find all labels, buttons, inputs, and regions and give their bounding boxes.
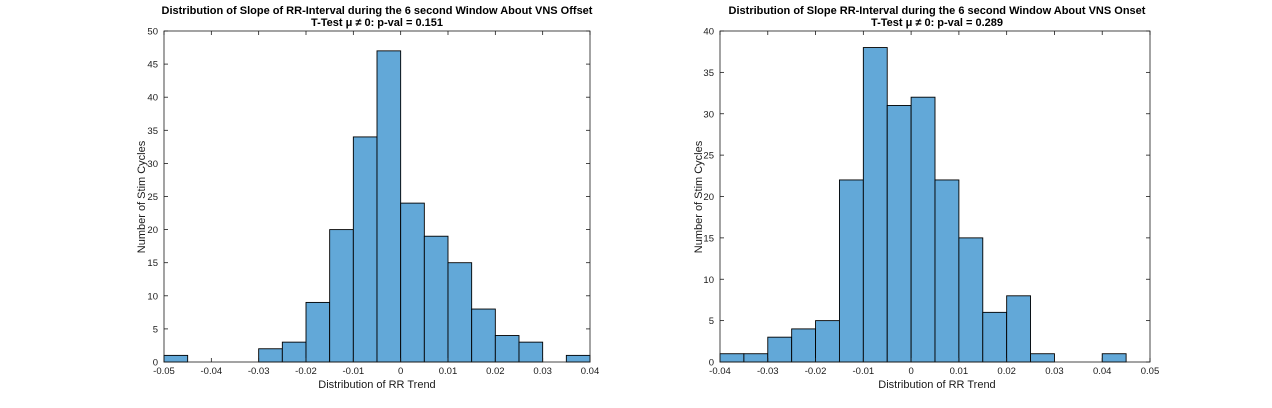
histogram-bar — [1006, 295, 1032, 363]
histogram-bar — [910, 96, 936, 363]
x-tick-label: -0.04 — [201, 366, 223, 377]
x-tick-label: 0.03 — [1045, 366, 1064, 377]
chart-2-title: Distribution of Slope RR-Interval during… — [729, 5, 1146, 17]
histogram-bar — [447, 262, 473, 363]
histogram-bar — [934, 179, 960, 363]
histogram-bar — [565, 354, 591, 363]
histogram-bar — [423, 235, 449, 363]
y-tick-label: 35 — [703, 68, 714, 79]
x-tick-label: -0.02 — [295, 366, 317, 377]
histogram-bar — [281, 341, 307, 363]
x-tick-label: 0.03 — [533, 366, 552, 377]
y-tick-label: 40 — [147, 93, 158, 104]
chart-1-y-axis-label: Number of Stim Cycles — [136, 140, 148, 253]
y-tick-label: 50 — [147, 27, 158, 38]
chart-1-axes: -0.05 -0.04 -0.03 -0.02 -0.01 0 0.01 0.02 0.03 0.… — [147, 27, 599, 378]
histogram-bar — [982, 311, 1008, 363]
histogram-bar — [352, 136, 378, 363]
histogram-bar — [815, 320, 840, 363]
y-tick-label: 35 — [147, 126, 158, 137]
chart-1-subtitle: T-Test μ ≠ 0: p-val = 0.151 — [311, 17, 443, 29]
y-tick-label: 5 — [153, 324, 158, 335]
histogram-bar — [1030, 353, 1055, 363]
chart-2-x-axis-label: Distribution of RR Trend — [878, 379, 995, 391]
x-tick-label: -0.03 — [248, 366, 270, 377]
x-tick-label: -0.01 — [343, 366, 365, 377]
chart-1-x-axis-label: Distribution of RR Trend — [318, 379, 435, 391]
x-tick-label: -0.04 — [709, 366, 731, 377]
x-tick-label: 0.04 — [1093, 366, 1112, 377]
histogram-bar — [163, 354, 189, 363]
y-tick-label: 10 — [147, 291, 158, 302]
y-tick-label: 30 — [703, 109, 714, 120]
histogram-bar — [767, 336, 793, 363]
x-tick-label: 0.05 — [1141, 366, 1160, 377]
y-tick-label: 15 — [703, 233, 714, 244]
y-tick-label: 10 — [703, 275, 714, 286]
histogram-bar — [862, 47, 888, 363]
y-tick-label: 25 — [703, 151, 714, 162]
histogram-bar — [743, 353, 769, 363]
x-tick-label: -0.03 — [757, 366, 779, 377]
histogram-bar — [886, 105, 912, 363]
chart-2-y-axis-label: Number of Stim Cycles — [693, 140, 705, 253]
x-tick-label: 0 — [908, 366, 913, 377]
chart-2-subtitle: T-Test μ ≠ 0: p-val = 0.289 — [871, 17, 1003, 29]
x-tick-label: 0.02 — [997, 366, 1016, 377]
y-tick-label: 30 — [147, 159, 158, 170]
x-tick-label: 0.01 — [950, 366, 969, 377]
x-tick-label: -0.05 — [153, 366, 175, 377]
histogram-bar — [838, 179, 864, 363]
chart-2-axes: -0.04 -0.03 -0.02 -0.01 0 0.01 0.02 0.03 0.04 0.0… — [703, 27, 1159, 378]
y-tick-label: 0 — [709, 358, 714, 369]
histogram-bar — [719, 353, 745, 363]
y-tick-label: 40 — [703, 27, 714, 38]
x-tick-label: 0.04 — [581, 366, 600, 377]
x-tick-label: 0.02 — [486, 366, 505, 377]
histogram-bar — [329, 229, 354, 363]
x-tick-label: -0.01 — [853, 366, 875, 377]
x-tick-label: -0.02 — [805, 366, 827, 377]
y-tick-label: 45 — [147, 60, 158, 71]
x-tick-label: 0.01 — [439, 366, 458, 377]
histogram-bar — [305, 301, 331, 363]
histogram-bar — [400, 202, 425, 363]
y-tick-label: 20 — [147, 225, 158, 236]
y-tick-label: 0 — [153, 358, 158, 369]
histogram-bar — [471, 308, 496, 363]
x-tick-label: 0 — [398, 366, 403, 377]
histogram-bar — [376, 50, 402, 363]
histogram-bar — [258, 348, 283, 363]
histogram-bar — [791, 328, 817, 363]
histogram-bar — [494, 335, 520, 363]
histogram-bar — [1101, 353, 1127, 363]
histogram-bar — [518, 341, 544, 363]
y-tick-label: 15 — [147, 258, 158, 269]
y-tick-label: 25 — [147, 192, 158, 203]
chart-1-title: Distribution of Slope of RR-Interval dur… — [162, 5, 593, 17]
histogram-bar — [958, 237, 984, 363]
y-tick-label: 5 — [709, 316, 714, 327]
y-tick-label: 20 — [703, 192, 714, 203]
